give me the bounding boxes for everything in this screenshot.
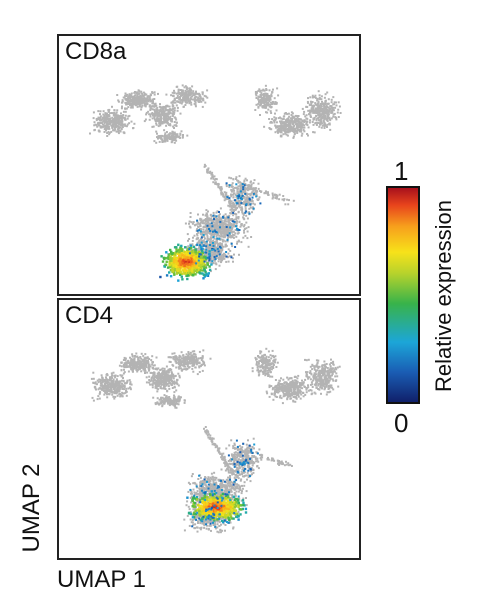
colorbar-max-label: 1 — [394, 156, 409, 186]
umap-panel-cd8a: CD8a — [57, 34, 361, 296]
y-axis-label: UMAP 2 — [18, 463, 45, 553]
colorbar — [386, 186, 420, 404]
cd8a-expression — [159, 182, 262, 282]
panel-title-cd4: CD4 — [65, 302, 114, 329]
cd8a-cells — [89, 84, 342, 273]
umap-scatter-cd8a — [89, 84, 342, 282]
cd4-expression — [186, 439, 259, 528]
umap-panel-cd4: CD4 — [57, 298, 361, 560]
colorbar-title: Relative expression — [431, 200, 456, 392]
umap-scatter-cd4 — [90, 347, 341, 534]
x-axis-label: UMAP 1 — [57, 566, 146, 593]
panel-title-cd8a: CD8a — [65, 38, 127, 65]
colorbar-min-label: 0 — [394, 408, 409, 438]
